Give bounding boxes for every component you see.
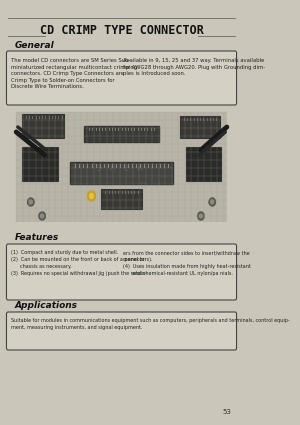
Text: Available in 9, 15, 25 and 37 way. Terminals available
for AWG28 through AWG20. : Available in 9, 15, 25 and 37 way. Termi…: [123, 58, 265, 76]
Text: CD CRIMP TYPE CONNECTOR: CD CRIMP TYPE CONNECTOR: [40, 23, 203, 37]
FancyBboxPatch shape: [101, 189, 142, 209]
Circle shape: [211, 200, 214, 204]
FancyBboxPatch shape: [185, 147, 221, 181]
Circle shape: [28, 198, 34, 206]
FancyBboxPatch shape: [84, 126, 159, 142]
FancyBboxPatch shape: [7, 312, 236, 350]
FancyBboxPatch shape: [7, 51, 236, 105]
Text: Features: Features: [15, 233, 59, 242]
Circle shape: [40, 214, 44, 218]
Circle shape: [39, 212, 45, 220]
FancyBboxPatch shape: [70, 162, 172, 184]
FancyBboxPatch shape: [7, 244, 236, 300]
FancyBboxPatch shape: [22, 114, 64, 138]
Circle shape: [198, 212, 204, 220]
Text: ers from the connector sides to insert/withdraw the
connectors).
(4)  Uses insul: ers from the connector sides to insert/w…: [123, 250, 251, 276]
Text: 53: 53: [222, 409, 231, 415]
Text: Applications: Applications: [15, 301, 78, 310]
Text: р  у: р у: [140, 180, 160, 190]
Text: General: General: [15, 41, 54, 50]
Text: Suitable for modules in communications equipment such as computers, peripherals : Suitable for modules in communications e…: [11, 318, 290, 330]
FancyBboxPatch shape: [180, 116, 220, 138]
Text: э  л  е  к: э л е к: [96, 163, 144, 173]
Circle shape: [29, 200, 32, 204]
FancyBboxPatch shape: [16, 112, 227, 222]
Circle shape: [88, 191, 96, 201]
Circle shape: [199, 214, 203, 218]
FancyBboxPatch shape: [22, 147, 58, 181]
Circle shape: [89, 193, 94, 198]
Text: (1)  Compact and sturdy due to metal shell.
(2)  Can be mounted on the front or : (1) Compact and sturdy due to metal shel…: [11, 250, 147, 276]
Text: The model CD connectors are SM Series Sub-
miniaturized rectangular multicontact: The model CD connectors are SM Series Su…: [11, 58, 137, 89]
Circle shape: [209, 198, 215, 206]
